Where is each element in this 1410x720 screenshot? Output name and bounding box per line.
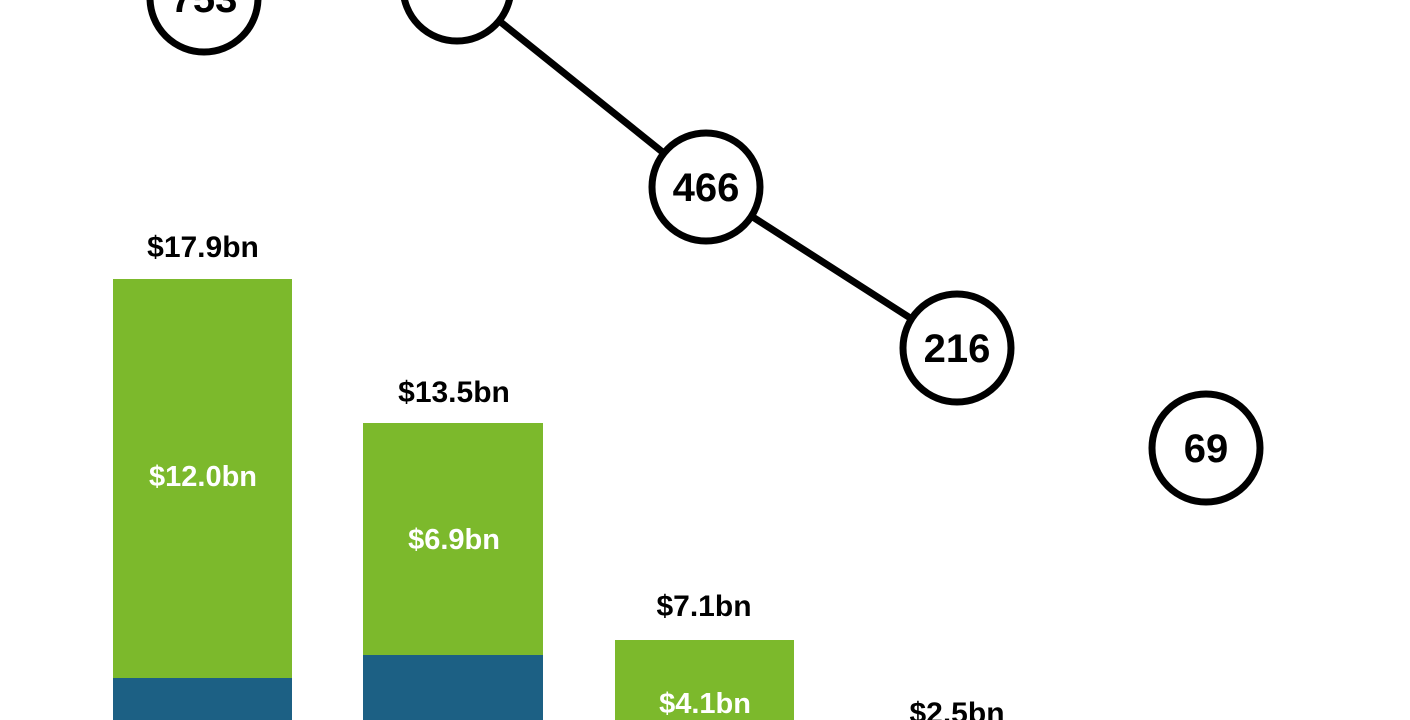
marker-circle-4	[899, 290, 1015, 406]
marker-value-4: 216	[924, 327, 991, 371]
bar-2-green-segment	[363, 423, 543, 655]
bar-1-total-label: $17.9bn	[147, 231, 259, 264]
bar-2-blue-segment	[363, 655, 543, 720]
marker-value-5: 69	[1184, 427, 1229, 471]
marker-circle-5	[1148, 390, 1264, 506]
bar-1-green-segment	[113, 279, 292, 678]
bar-3-green-segment	[615, 640, 794, 720]
marker-circle-1	[146, 0, 262, 56]
bar-2-green-segment-label: $6.9bn	[408, 524, 500, 556]
bar-1-blue-segment	[113, 678, 292, 720]
marker-value-3: 466	[673, 166, 740, 210]
marker-circle-2	[400, 0, 514, 45]
marker-circle-3	[648, 129, 764, 245]
bar-3-green-segment-label: $4.1bn	[659, 688, 751, 720]
bar-3-total-label: $7.1bn	[656, 590, 752, 623]
marker-value-1: 753	[171, 0, 238, 21]
bar-4-total-label: $2.5bn	[909, 697, 1005, 720]
bar-1-green-segment-label: $12.0bn	[149, 461, 257, 493]
bar-2-total-label: $13.5bn	[398, 376, 510, 409]
